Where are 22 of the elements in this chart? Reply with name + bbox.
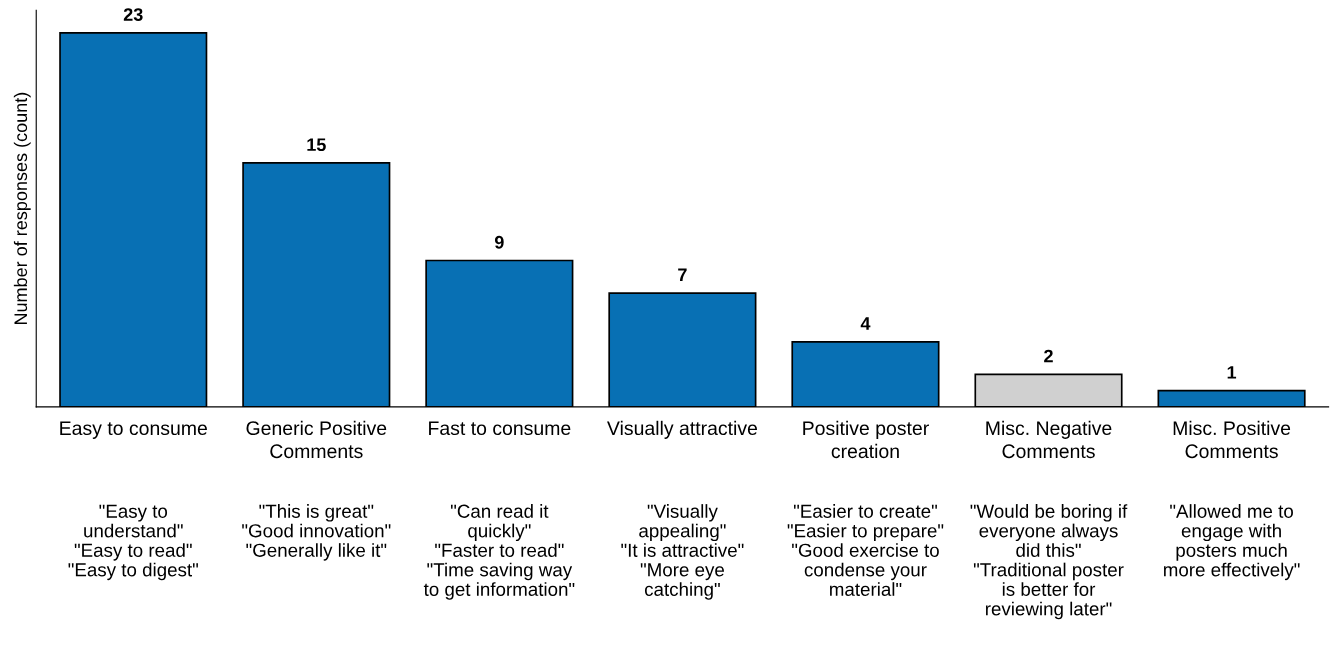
text: "This is great" "Good innovation" "Generally like it" xyxy=(242,504,391,561)
x-tick-label: Generic Positive Comments xyxy=(246,420,387,459)
text: "Would be boring if everyone always did this" "Traditional poster is better for reviewing later" xyxy=(970,504,1128,620)
data-label: 15 xyxy=(307,138,326,152)
data-label: 7 xyxy=(678,268,687,281)
data-label: 4 xyxy=(860,317,871,330)
text: "Can read it quickly" "Faster to read" "Time saving way to get information" xyxy=(423,504,575,600)
data-label: 9 xyxy=(494,235,504,249)
x-tick-label: Misc. Positive Comments xyxy=(1173,420,1291,459)
x-tick-label: Positive poster creation xyxy=(803,420,929,459)
x-tick-label: Visually attractive xyxy=(607,420,758,439)
text: "Easy to understand" "Easy to read" "Easy to digest" xyxy=(68,504,198,581)
data-label: 2 xyxy=(1044,349,1053,363)
text: "Visually appealing" "It is attractive" "More eye catching" xyxy=(621,504,744,600)
data-label: 23 xyxy=(123,8,143,21)
x-tick-label: Fast to consume xyxy=(429,421,571,436)
x-tick-label: Misc. Negative Comments xyxy=(986,420,1112,459)
data-label: 1 xyxy=(1227,366,1237,379)
x-tick-label: Easy to consume xyxy=(60,421,207,439)
text: "Allowed me to engage with posters much more effectively" xyxy=(1164,504,1300,581)
y-axis-title: Number of responses (count) xyxy=(13,92,31,325)
text: "Easier to create" "Easier to prepare" "Good exercise to condense your material" xyxy=(787,504,944,596)
